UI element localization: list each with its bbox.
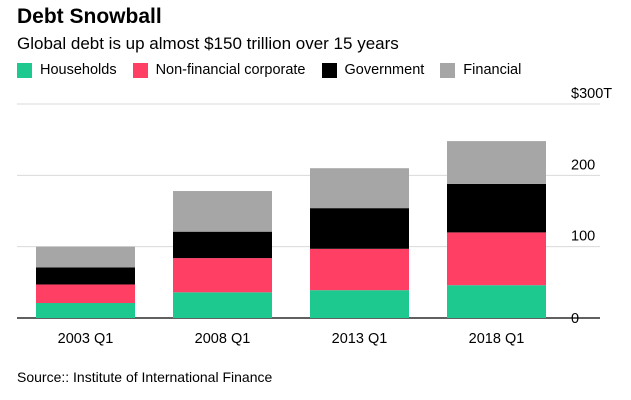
legend-label: Households <box>40 62 117 78</box>
bar-segment-non-financial-corporate <box>447 232 546 286</box>
bar-segment-government <box>36 267 135 285</box>
x-tick-label: 2018 Q1 <box>469 331 525 347</box>
legend-swatch <box>17 62 32 78</box>
bar-segment-financial <box>36 246 135 268</box>
bar-segment-households <box>36 303 135 318</box>
legend-item-government: Government <box>321 62 425 78</box>
y-tick-label: $300T <box>571 86 612 102</box>
legend-label: Government <box>344 62 425 78</box>
y-tick-label: 200 <box>571 157 595 173</box>
bar-segment-non-financial-corporate <box>36 284 135 304</box>
legend-item-financial: Financial <box>440 62 521 78</box>
bar-segment-financial <box>310 168 409 209</box>
bar-segment-financial <box>447 141 546 184</box>
bar-segment-government <box>310 208 409 249</box>
chart-subtitle: Global debt is up almost $150 trillion o… <box>17 34 399 53</box>
chart-title: Debt Snowball <box>17 5 162 28</box>
bar-segment-financial <box>173 191 272 232</box>
legend-label: Non-financial corporate <box>155 62 306 78</box>
legend-label: Financial <box>463 62 522 78</box>
y-tick-label: 100 <box>571 229 595 245</box>
legend-swatch <box>440 62 456 78</box>
x-tick-label: 2013 Q1 <box>332 331 388 347</box>
bar-segment-non-financial-corporate <box>310 248 409 291</box>
legend-swatch <box>132 62 148 78</box>
bar-segment-households <box>310 290 409 318</box>
legend-item-households: Households <box>17 62 117 78</box>
bar-segment-non-financial-corporate <box>173 258 272 293</box>
bar-segment-households <box>447 285 546 318</box>
chart-legend: Households Non-financial corporate Governm… <box>17 61 537 79</box>
bar-segment-households <box>173 292 272 318</box>
bar-segment-government <box>173 231 272 259</box>
bar-segment-government <box>447 183 546 233</box>
chart-source: Source:: Institute of International Fina… <box>17 369 273 385</box>
y-tick-label: 0 <box>571 311 579 327</box>
legend-swatch <box>321 62 337 78</box>
legend-item-non-financial-corporate: Non-financial corporate <box>132 62 306 78</box>
x-tick-label: 2008 Q1 <box>195 331 251 347</box>
x-tick-label: 2003 Q1 <box>58 331 114 347</box>
